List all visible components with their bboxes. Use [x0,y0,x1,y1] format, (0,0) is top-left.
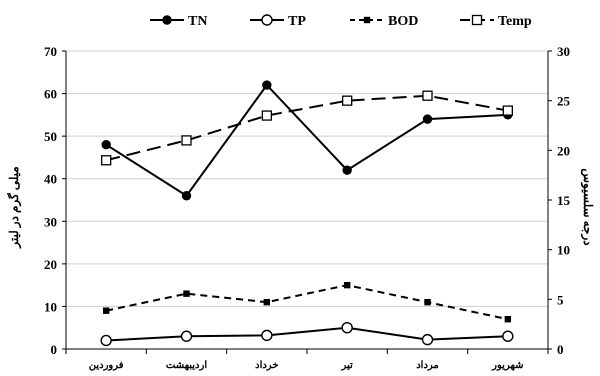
series-temp-point [422,90,433,101]
left-tick-label: 30 [44,214,57,229]
series-line-tn [105,83,508,198]
series-tp-point [100,334,112,347]
series-bod-point [424,298,431,306]
right-tick-label: 5 [557,292,564,307]
series-line-temp [105,94,509,162]
category-labels: فروردین اردیبهشت خرداد تیر مرداد شهریور [89,360,524,371]
series-bod-point [504,316,512,323]
legend: TN TP BOD Temp [150,14,532,29]
series-tn-point [181,191,192,201]
series-tp-point [341,322,353,334]
category-label: مرداد [416,360,439,371]
left-axis-title: میلی گرم در لیتر [6,166,22,248]
series-temp-point [181,135,192,146]
left-tick-label: 60 [44,87,57,102]
series-tp-point [180,330,193,342]
legend-label: Temp [498,14,532,29]
right-tick-label: 15 [557,193,571,208]
right-tick-label: 30 [557,44,570,59]
legend-temp-point [471,14,483,26]
left-tick-label: 70 [44,44,57,59]
series-bod-point [263,298,271,306]
category-label: تیر [341,360,354,371]
series-temp-point [342,95,353,106]
left-tick-label: 50 [44,129,57,144]
category-label: شهریور [491,360,523,371]
series-tn-point [342,165,352,175]
axes [65,51,549,354]
series-temp [101,90,513,166]
right-tick-label: 10 [557,243,570,258]
left-tick-label: 40 [44,172,57,187]
left-axis-ticks: 0 10 20 30 40 50 60 70 [44,44,66,357]
series-temp-point [261,110,272,121]
legend-label: TP [288,14,306,29]
series-tn-point [422,114,433,124]
legend-bod-point [363,16,371,24]
series-line-bod [105,284,509,321]
right-tick-label: 0 [557,342,564,357]
series-line-tp [106,326,508,342]
gridlines [66,50,548,307]
series-tp-point [261,329,273,342]
right-axis-ticks: 0 5 10 15 20 25 30 [548,44,571,357]
right-tick-label: 25 [557,94,571,109]
legend-label: TN [188,14,207,29]
right-tick-label: 20 [557,143,570,158]
left-tick-label: 0 [51,342,58,357]
series-tn-point [262,80,272,90]
category-label: فروردین [89,360,124,371]
series-bod-point [102,307,110,314]
legend-item-tn: TN [150,14,207,29]
series-tn-point [101,139,111,150]
right-axis-title: درجه سلسیوس [580,168,595,245]
series-temp-point [502,105,513,116]
series-temp-point [101,155,112,166]
legend-tp-point [261,14,273,26]
legend-item-tp: TP [250,14,306,29]
legend-item-bod: BOD [350,14,418,29]
legend-tn-point [162,15,172,25]
series-tp-point [502,330,514,342]
left-tick-label: 10 [44,299,57,314]
series-bod-point [183,290,190,297]
series-bod-point [343,281,351,289]
left-tick-label: 20 [44,257,57,272]
category-label: خرداد [255,360,278,371]
series-tp [100,322,514,347]
series-layer [100,80,514,347]
series-bod [102,281,512,323]
series-tn [101,80,513,201]
category-label: اردیبهشت [166,360,207,371]
series-tp-point [421,333,434,346]
legend-label: BOD [388,14,418,29]
legend-item-temp: Temp [460,14,532,29]
